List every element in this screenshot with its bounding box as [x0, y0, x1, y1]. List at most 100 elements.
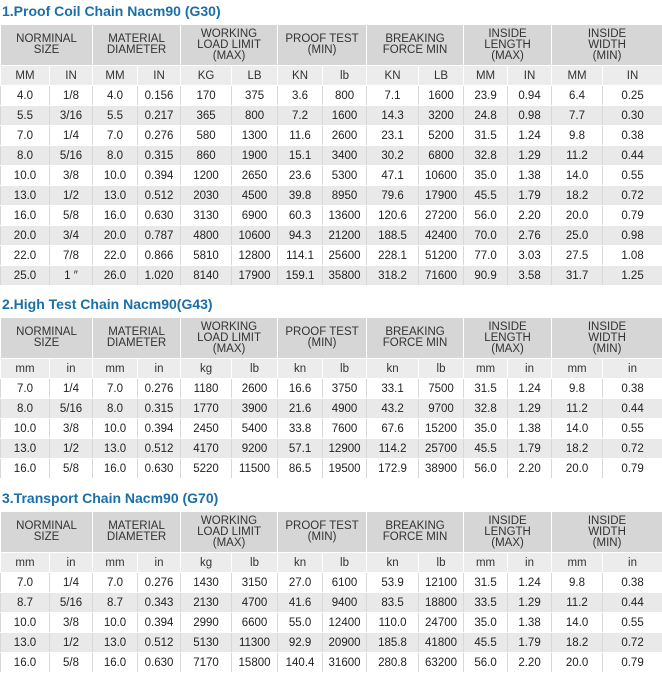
table-cell: 6.4	[552, 86, 603, 106]
table-cell: 11.6	[278, 126, 323, 146]
table-cell: 0.512	[138, 633, 181, 653]
table-cell: 11.2	[552, 399, 603, 419]
table-cell: 25.0	[552, 226, 603, 246]
table-cell: 5/16	[50, 399, 93, 419]
table-cell: 5400	[232, 419, 278, 439]
table-cell: 8950	[323, 186, 367, 206]
table-cell: 10.0	[93, 613, 138, 633]
table-cell: 0.98	[603, 226, 662, 246]
table-cell: 0.276	[138, 379, 181, 399]
table-cell: 56.0	[464, 653, 508, 673]
table-cell: 5/16	[50, 146, 93, 166]
section-title: 1.Proof Coil Chain Nacm90 (G30)	[0, 0, 662, 22]
table-cell: 7.0	[93, 126, 138, 146]
table-cell: 1.29	[508, 146, 552, 166]
table-cell: 8.0	[1, 146, 50, 166]
table-cell: 32.8	[464, 146, 508, 166]
table-cell: 31.7	[552, 266, 603, 286]
table-cell: 0.630	[138, 206, 181, 226]
table-cell: 15200	[419, 419, 464, 439]
table-cell: 2650	[232, 166, 278, 186]
table-cell: 2.20	[508, 459, 552, 479]
table-cell: 10.0	[93, 419, 138, 439]
table-cell: 60.3	[278, 206, 323, 226]
table-cell: 1/2	[50, 439, 93, 459]
table-cell: 318.2	[367, 266, 419, 286]
table-cell: 18800	[419, 593, 464, 613]
table-cell: 860	[181, 146, 232, 166]
unit-header: MM	[93, 66, 138, 86]
table-cell: 0.866	[138, 246, 181, 266]
table-cell: 7500	[419, 379, 464, 399]
table-cell: 12800	[232, 246, 278, 266]
table-cell: 42400	[419, 226, 464, 246]
table-cell: 31.5	[464, 126, 508, 146]
table-cell: 16.0	[1, 459, 50, 479]
table-cell: 1.24	[508, 126, 552, 146]
table-cell: 47.1	[367, 166, 419, 186]
table-cell: 172.9	[367, 459, 419, 479]
table-cell: 10600	[419, 166, 464, 186]
unit-header: mm	[464, 359, 508, 379]
table-cell: 57.1	[278, 439, 323, 459]
unit-header: in	[508, 359, 552, 379]
table-cell: 1/2	[50, 633, 93, 653]
unit-header: in	[508, 553, 552, 573]
table-cell: 10.0	[1, 613, 50, 633]
table-cell: 23.1	[367, 126, 419, 146]
table-cell: 4.0	[1, 86, 50, 106]
table-cell: 8.0	[93, 399, 138, 419]
table-cell: 20.0	[1, 226, 50, 246]
table-cell: 21200	[323, 226, 367, 246]
table-cell: 31.5	[464, 379, 508, 399]
table-cell: 12900	[323, 439, 367, 459]
table-cell: 25.0	[1, 266, 50, 286]
table-cell: 0.315	[138, 146, 181, 166]
table-cell: 20.0	[552, 206, 603, 226]
table-cell: 188.5	[367, 226, 419, 246]
unit-header: mm	[552, 553, 603, 573]
table-cell: 6100	[323, 573, 367, 593]
table-cell: 0.44	[603, 399, 662, 419]
unit-header: MM	[464, 66, 508, 86]
table-cell: 0.98	[508, 106, 552, 126]
table-cell: 0.630	[138, 653, 181, 673]
table-cell: 13.0	[1, 186, 50, 206]
table-cell: 6800	[419, 146, 464, 166]
table-cell: 13.0	[93, 633, 138, 653]
unit-header: LB	[419, 66, 464, 86]
table-cell: 10.0	[93, 166, 138, 186]
table-cell: 15.1	[278, 146, 323, 166]
table-cell: 9.8	[552, 126, 603, 146]
table-cell: 7.0	[93, 573, 138, 593]
unit-header: lb	[419, 359, 464, 379]
table-cell: 5.5	[1, 106, 50, 126]
unit-header: mm	[1, 359, 50, 379]
table-cell: 1300	[232, 126, 278, 146]
table-cell: 41.6	[278, 593, 323, 613]
unit-header: IN	[508, 66, 552, 86]
table-cell: 22.0	[1, 246, 50, 266]
table-cell: 0.343	[138, 593, 181, 613]
unit-header: lb	[232, 359, 278, 379]
table-cell: 32.8	[464, 399, 508, 419]
table-cell: 53.9	[367, 573, 419, 593]
table-cell: 0.79	[603, 206, 662, 226]
table-cell: 3200	[419, 106, 464, 126]
table-cell: 3130	[181, 206, 232, 226]
table-cell: 33.5	[464, 593, 508, 613]
table-cell: 1430	[181, 573, 232, 593]
table-cell: 120.6	[367, 206, 419, 226]
